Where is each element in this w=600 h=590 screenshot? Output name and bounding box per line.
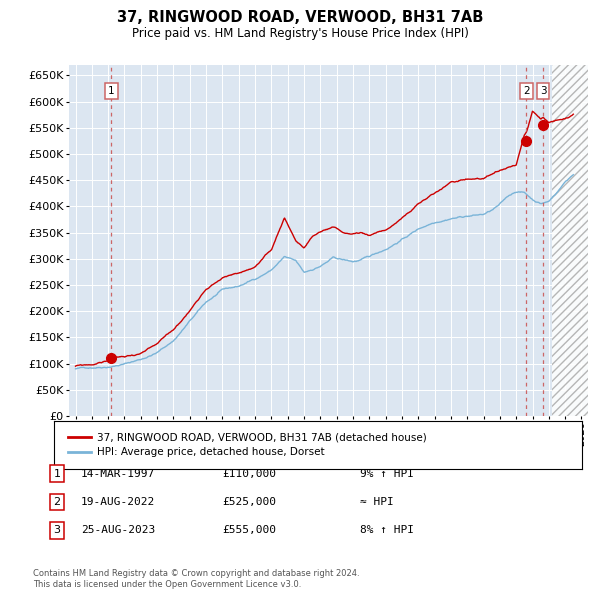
Text: 3: 3 xyxy=(53,526,61,535)
Text: 8% ↑ HPI: 8% ↑ HPI xyxy=(360,526,414,535)
Legend: 37, RINGWOOD ROAD, VERWOOD, BH31 7AB (detached house), HPI: Average price, detac: 37, RINGWOOD ROAD, VERWOOD, BH31 7AB (de… xyxy=(64,429,430,461)
Text: 3: 3 xyxy=(540,86,547,96)
Text: 1: 1 xyxy=(53,469,61,478)
Text: 2: 2 xyxy=(53,497,61,507)
Text: 2: 2 xyxy=(523,86,530,96)
Text: 1: 1 xyxy=(108,86,115,96)
Text: 14-MAR-1997: 14-MAR-1997 xyxy=(81,469,155,478)
Text: ≈ HPI: ≈ HPI xyxy=(360,497,394,507)
Text: 9% ↑ HPI: 9% ↑ HPI xyxy=(360,469,414,478)
Text: 25-AUG-2023: 25-AUG-2023 xyxy=(81,526,155,535)
Text: Contains HM Land Registry data © Crown copyright and database right 2024.
This d: Contains HM Land Registry data © Crown c… xyxy=(33,569,359,589)
Text: £555,000: £555,000 xyxy=(222,526,276,535)
Text: 37, RINGWOOD ROAD, VERWOOD, BH31 7AB: 37, RINGWOOD ROAD, VERWOOD, BH31 7AB xyxy=(117,10,483,25)
Text: Price paid vs. HM Land Registry's House Price Index (HPI): Price paid vs. HM Land Registry's House … xyxy=(131,27,469,40)
Text: £525,000: £525,000 xyxy=(222,497,276,507)
Text: £110,000: £110,000 xyxy=(222,469,276,478)
Text: 19-AUG-2022: 19-AUG-2022 xyxy=(81,497,155,507)
